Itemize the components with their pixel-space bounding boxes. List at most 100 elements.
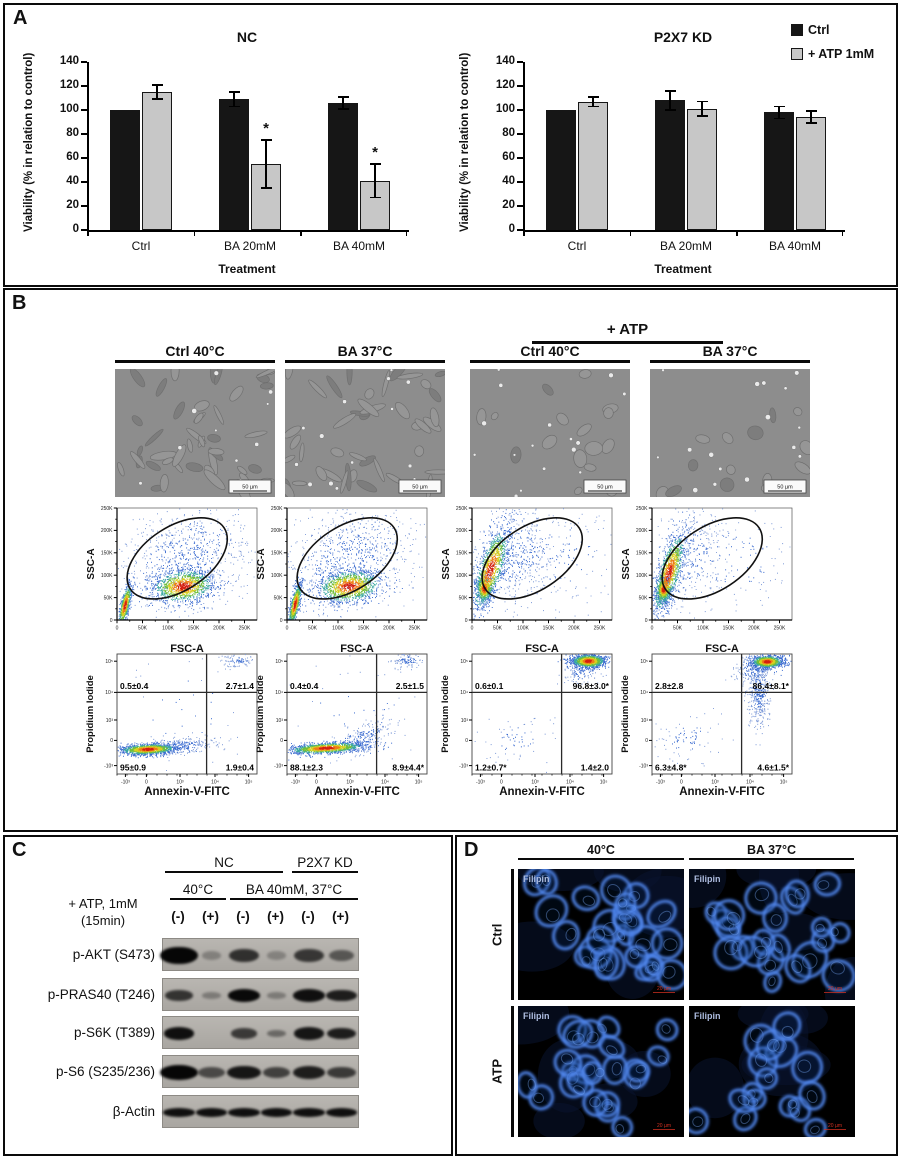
error-cap-bottom	[664, 109, 676, 111]
y-tick-label: 10³	[641, 718, 649, 724]
density-points	[584, 659, 592, 663]
blot-band	[165, 990, 193, 1001]
x-tick-mark	[193, 230, 196, 236]
error-bar	[156, 84, 158, 100]
y-tick-label: 60	[66, 151, 79, 163]
scale-bar-label: 50 µm	[777, 485, 793, 491]
x-tick-label: 200K	[568, 626, 580, 632]
blot-band	[231, 1028, 257, 1039]
filipin-image-atp-ba37: Filipin 20 µm	[681, 997, 855, 1142]
y-tick-label: 50K	[104, 595, 114, 601]
scale-bar-label: 50 µm	[597, 485, 613, 491]
flow-scatter-atp-ba37: 0 50K 100K 150K 200K 250K 0 50K 100K 150K 200K 250K…	[620, 500, 795, 660]
y-tick-label: 0	[280, 618, 283, 624]
y-tick-label: 0	[645, 738, 648, 744]
x-tick-label: 150K	[723, 626, 735, 632]
x-category-label: BA 20mM	[223, 239, 277, 253]
y-tick-mark	[517, 133, 523, 135]
x-tick-label: 0	[116, 626, 119, 632]
plot-area	[523, 62, 845, 232]
x-tick-mark	[629, 230, 632, 236]
y-tick-label: 10³	[276, 718, 284, 724]
lane-label: (-)	[236, 909, 250, 924]
x-tick-label: 10³	[346, 780, 354, 786]
quadrant-value-br: 1.4±2.0	[581, 763, 610, 773]
x-category-label: Ctrl	[567, 239, 587, 253]
annexin-plot-svg: 0.4±0.4 2.5±1.5 88.1±2.3 8.9±4.4* -10³ 0 10³ 10…	[255, 653, 428, 798]
lane-label: (-)	[301, 909, 315, 924]
filipin-image-ctrl-40c: Filipin 20 µm	[490, 849, 712, 1005]
stain-label: Filipin	[523, 1011, 550, 1021]
x-category-label: BA 40mM	[332, 239, 386, 253]
error-cap-bottom	[369, 196, 381, 199]
error-bar	[701, 101, 703, 116]
error-cap-bottom	[696, 115, 708, 117]
d-row-label-atp: ATP	[489, 1058, 505, 1085]
quadrant-value-br: 8.9±4.4*	[392, 763, 424, 773]
atp-group-underline	[532, 341, 723, 344]
y-tick-mark	[517, 157, 523, 159]
y-tick-label: 150K	[101, 551, 113, 557]
legend-row-atp: + ATP 1mM	[791, 47, 874, 61]
error-cap-top	[773, 105, 785, 108]
x-tick-label: 150K	[188, 626, 200, 632]
x-category-label: Ctrl	[131, 239, 151, 253]
filipin-svg: Filipin 20 µm	[659, 843, 899, 1029]
density-points	[287, 656, 417, 761]
error-cap-top	[228, 91, 240, 93]
y-tick-label: 0	[72, 223, 79, 235]
error-bar	[265, 140, 267, 188]
x-tick-label: 0	[145, 780, 148, 786]
panel-b-label: B	[12, 292, 27, 314]
quadrant-value-bl: 6.3±4.8*	[655, 763, 687, 773]
quadrant-value-tr: 2.5±1.5	[396, 681, 425, 691]
x-tick-label: 10⁴	[381, 780, 389, 786]
filipin-svg: Filipin 20 µm	[470, 983, 684, 1140]
filipin-svg: Filipin 20 µm	[681, 997, 855, 1141]
fsc-axis-label: FSC-A	[525, 643, 559, 655]
scale-bar-label: 50 µm	[242, 485, 258, 491]
y-tick-label: 150K	[271, 551, 283, 557]
y-tick-label: 100K	[636, 573, 648, 579]
x-tick-label: 250K	[774, 626, 786, 632]
y-tick-label: 150K	[456, 551, 468, 557]
p2x7kd-bar-chart: P2X7 KD Viability (% in relation to contr…	[441, 5, 891, 281]
atp-group-header: + ATP	[606, 321, 649, 338]
filipin-image-ctrl-ba37: Filipin 20 µm	[659, 843, 899, 1029]
quadrant-value-tl: 2.8±2.8	[655, 681, 684, 691]
blot-band	[228, 948, 260, 963]
wb-group-header-nc: NC	[165, 855, 283, 873]
x-tick-label: 0	[315, 780, 318, 786]
blot-band	[201, 951, 222, 960]
y-tick-label: 200K	[456, 528, 468, 534]
error-bar	[592, 96, 594, 107]
error-cap-bottom	[260, 187, 272, 189]
error-cap-bottom	[805, 122, 817, 125]
blot-band	[327, 1066, 356, 1079]
x-tick-label: 10⁵	[780, 780, 788, 786]
filipin-svg: Filipin 20 µm	[490, 849, 712, 1000]
y-tick-label: 200K	[101, 528, 113, 534]
blot-band	[228, 1108, 260, 1117]
x-tick-label: 10⁴	[746, 780, 754, 786]
annexin-axis-label: Annexin-V-FITC	[679, 786, 765, 798]
y-tick-label: 0	[110, 618, 113, 624]
wb-treatment-label: + ATP, 1mM (15min)	[43, 895, 163, 929]
y-tick-label: 80	[66, 127, 79, 139]
y-tick-mark	[517, 181, 523, 183]
blot-band	[202, 992, 221, 999]
plot-area	[87, 62, 409, 232]
wb-treatment-line2: (15min)	[80, 913, 126, 928]
y-tick-label: 150K	[636, 551, 648, 557]
y-tick-label: 140	[495, 55, 515, 67]
y-tick-mark	[517, 61, 523, 63]
wb-group-header-p2x7kd: P2X7 KD	[292, 855, 358, 873]
x-tick-label: 100K	[517, 626, 529, 632]
x-tick-label: 50K	[138, 626, 148, 632]
gate-ellipse	[661, 517, 764, 600]
x-tick-label: 50K	[493, 626, 503, 632]
y-tick-label: 20	[502, 199, 515, 211]
brightfield-micrograph-atp-ctrl40: 50 µm	[470, 367, 630, 502]
x-tick-label: 100K	[162, 626, 174, 632]
